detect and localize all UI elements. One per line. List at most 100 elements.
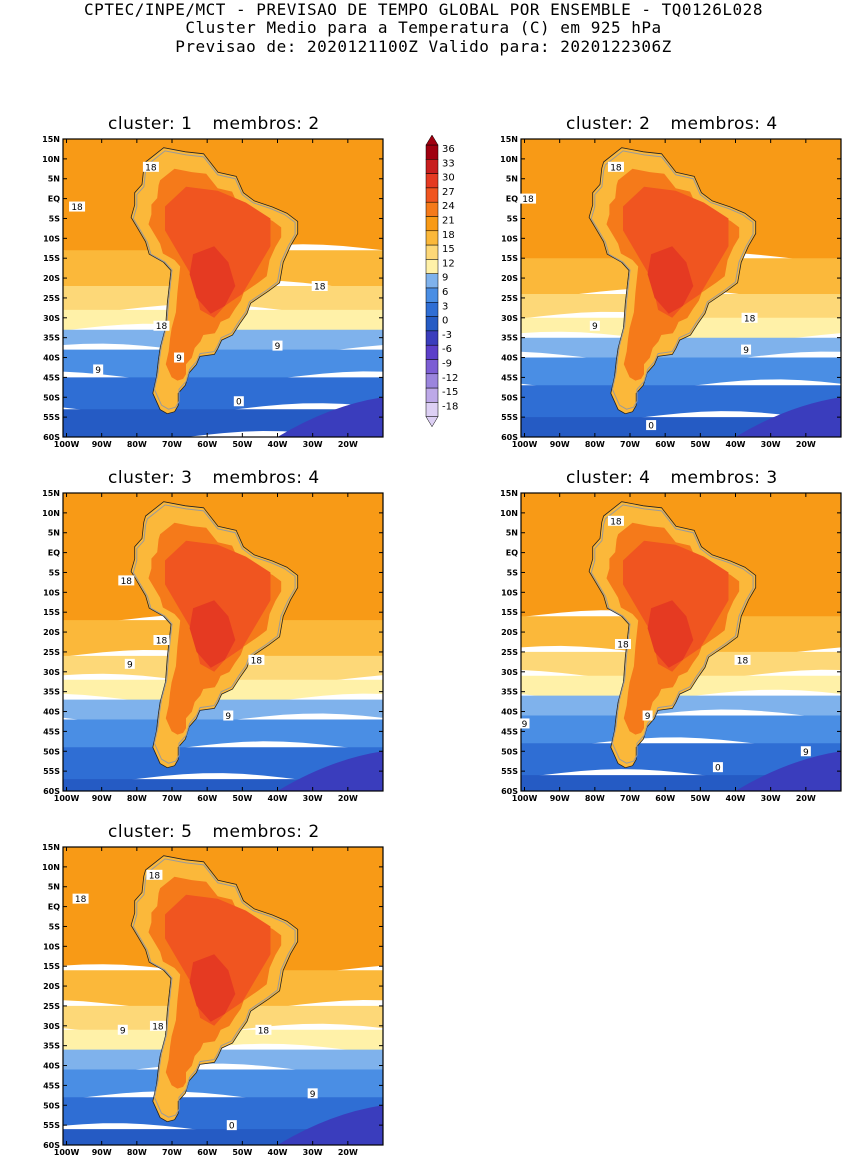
latitude-label: 25S	[43, 294, 60, 303]
longitude-label: 20W	[338, 440, 358, 449]
latitude-label: 25S	[501, 648, 518, 657]
latitude-label: 45S	[43, 373, 60, 382]
longitude-label: 100W	[512, 440, 538, 449]
contour-label: 9	[176, 354, 182, 364]
colorbar-label: 3	[442, 301, 448, 312]
longitude-label: 80W	[127, 794, 147, 803]
longitude-label: 30W	[761, 440, 781, 449]
latitude-label: 10N	[500, 509, 518, 518]
coastline	[132, 504, 296, 764]
contour-label: 9	[645, 712, 651, 722]
temperature-band-9	[521, 337, 841, 364]
latitude-label: 35S	[43, 688, 60, 697]
coastline	[590, 504, 754, 764]
map-panel-1: 15N 10N 5N EQ 5S 10S 15S 20S 25S 30S 35S 40S 45S 50S 5…	[42, 135, 384, 449]
latitude-label: 20S	[43, 274, 60, 283]
contour-label: 9	[95, 366, 101, 376]
longitude-label: 50W	[232, 1148, 252, 1157]
colorbar-label: 6	[442, 287, 448, 298]
contour-label-bg	[272, 340, 283, 351]
map-panel-5: 15N 10N 5N EQ 5S 10S 15S 20S 25S 30S 35S 40S 45S 50S 5…	[42, 843, 384, 1157]
latitude-label: 15N	[42, 135, 60, 144]
latitude-label: EQ	[506, 549, 518, 558]
temperature-band-6	[63, 349, 383, 384]
latitude-label: 55S	[501, 767, 518, 776]
contour-label: 9	[743, 346, 749, 356]
longitude-label: 20W	[338, 1148, 358, 1157]
latitude-label: 60S	[43, 433, 60, 442]
cold-region	[735, 397, 841, 437]
contour-label-bg	[607, 161, 624, 172]
contour-label-bg	[153, 320, 170, 331]
cold-region	[277, 1105, 383, 1145]
longitude-label: 40W	[726, 440, 746, 449]
latitude-label: EQ	[506, 195, 518, 204]
map-panel-4: 15N 10N 5N EQ 5S 10S 15S 20S 25S 30S 35S 40S 45S 50S 5…	[500, 489, 842, 803]
latitude-label: 30S	[501, 668, 518, 677]
contour-label-bg	[146, 869, 163, 880]
latitude-label: 15S	[43, 962, 60, 971]
colorbar-swatch	[425, 344, 439, 360]
latitude-label: 25S	[43, 1002, 60, 1011]
latitude-label: 35S	[43, 1042, 60, 1051]
latitude-label: 25S	[43, 648, 60, 657]
contour-label-bg	[589, 320, 600, 331]
colorbar-label: 18	[442, 230, 455, 241]
panel-2-title: cluster: 2 membros: 4	[566, 114, 778, 134]
temperature-band-3	[521, 743, 841, 782]
latitude-label: 45S	[501, 373, 518, 382]
longitude-label: 40W	[268, 794, 288, 803]
colorbar-label: 33	[442, 158, 455, 169]
longitude-label: 30W	[303, 1148, 323, 1157]
colorbar-label: -3	[442, 330, 452, 341]
contour-label-bg	[72, 893, 89, 904]
latitude-label: 15N	[500, 135, 518, 144]
colorbar-bottom-arrow	[425, 416, 439, 428]
longitude-label: 80W	[585, 440, 605, 449]
colorbar-swatch	[425, 316, 439, 332]
contour-label: 9	[120, 1026, 126, 1036]
map-panel-2: 15N 10N 5N EQ 5S 10S 15S 20S 25S 30S 35S 40S 45S 50S 5…	[500, 135, 842, 449]
colorbar-label: 24	[442, 201, 455, 212]
longitude-label: 60W	[197, 794, 217, 803]
latitude-label: 15N	[42, 489, 60, 498]
contour-label-bg	[255, 1024, 272, 1035]
map-frame	[62, 138, 384, 438]
latitude-label: 40S	[501, 354, 518, 363]
latitude-label: 50S	[501, 747, 518, 756]
figure-title-line-1: CPTEC/INPE/MCT - PREVISAO DE TEMPO GLOBA…	[84, 0, 763, 19]
colorbar-label: -18	[442, 401, 458, 412]
contour-label: 18	[156, 322, 168, 332]
cold-region	[277, 751, 383, 791]
map-panel-3: 15N 10N 5N EQ 5S 10S 15S 20S 25S 30S 35S 40S 45S 50S 5…	[42, 489, 384, 803]
temperature-field-2	[521, 139, 841, 437]
contour-label-bg	[69, 201, 86, 212]
longitude-label: 70W	[620, 794, 640, 803]
latitude-label: 5N	[48, 883, 60, 892]
temperature-band-3	[63, 377, 383, 416]
contour-label: 9	[522, 720, 528, 730]
temperature-band-9	[521, 695, 841, 722]
contour-label-bg	[174, 352, 185, 363]
contour-label: 18	[149, 871, 161, 881]
latitude-label: 15N	[500, 489, 518, 498]
latitude-label: 35S	[501, 688, 518, 697]
colorbar-swatch	[425, 173, 439, 189]
longitude-label: 40W	[726, 794, 746, 803]
longitude-label: 70W	[620, 440, 640, 449]
contour-label-bg	[734, 654, 751, 665]
colorbar-label: 36	[442, 144, 455, 155]
longitude-label: 80W	[127, 1148, 147, 1157]
colorbar-label: -15	[442, 387, 458, 398]
longitude-label: 100W	[54, 794, 80, 803]
colorbar-label: -12	[442, 373, 458, 384]
contour-label: 18	[617, 640, 629, 650]
panel-1-title: cluster: 1 membros: 2	[108, 114, 320, 134]
contour-label-bg	[226, 1120, 237, 1131]
figure-title-line-3: Previsao de: 2020121100Z Valido para: 20…	[175, 37, 672, 56]
latitude-label: 20S	[501, 274, 518, 283]
temperature-band-6	[63, 719, 383, 754]
longitude-label: 50W	[690, 794, 710, 803]
latitude-label: 5S	[49, 214, 61, 223]
